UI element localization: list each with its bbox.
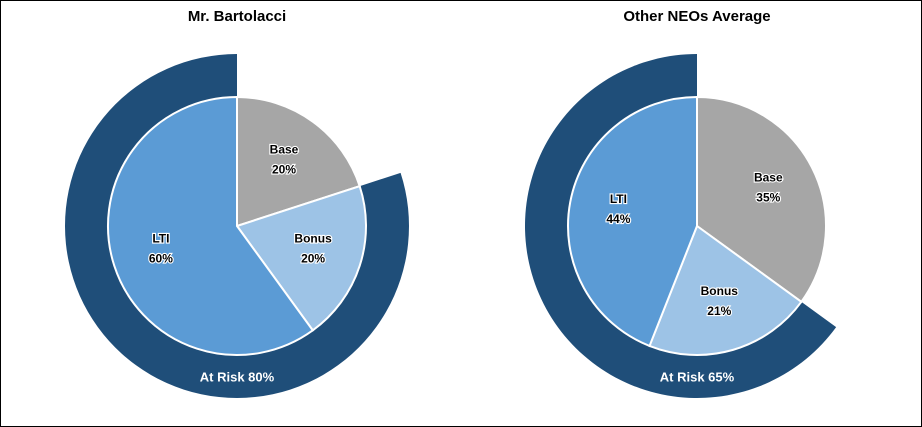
bonus-label-right: Bonus: [701, 284, 739, 298]
bonus-label-left: Bonus: [294, 232, 332, 246]
chart-title-right: Other NEOs Average: [623, 8, 770, 25]
lti-slice-right: [567, 95, 698, 348]
lti-label-left: LTI: [152, 232, 169, 246]
bonus-slice-left: [235, 184, 367, 332]
base-label-right: Base: [754, 171, 783, 185]
bonus-slice-right: [648, 224, 803, 356]
at-risk-label-right: At Risk 65%: [660, 370, 735, 385]
bonus-percent-left: 20%: [301, 252, 325, 266]
base-percent-left: 20%: [272, 162, 296, 176]
at-risk-label-left: At Risk 80%: [200, 370, 275, 385]
bonus-percent-right: 21%: [707, 304, 731, 318]
chart-title-left: Mr. Bartolacci: [188, 8, 286, 25]
lti-slice-left: [107, 95, 315, 356]
base-percent-right: 35%: [756, 191, 780, 205]
lti-label-right: LTI: [610, 192, 627, 206]
base-label-left: Base: [270, 142, 299, 156]
lti-percent-right: 44%: [606, 212, 630, 226]
base-slice-right: [696, 95, 827, 304]
base-slice-left: [236, 95, 361, 228]
pie-chart-left: Base 20% Bonus 20% LTI 60% At Risk 80%: [64, 54, 409, 398]
pie-chart-right: Base 35% Bonus 21% LTI 44% At Risk 65%: [524, 54, 837, 399]
lti-percent-left: 60%: [149, 252, 173, 266]
